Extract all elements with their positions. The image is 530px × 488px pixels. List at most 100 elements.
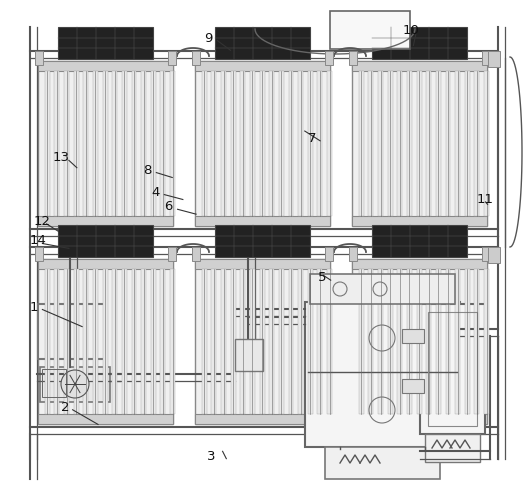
Bar <box>488 52 500 68</box>
Bar <box>195 260 330 269</box>
Bar <box>482 247 490 262</box>
Bar <box>38 62 173 226</box>
Bar <box>402 329 424 343</box>
Circle shape <box>61 370 89 398</box>
Bar <box>240 72 245 217</box>
Bar <box>482 52 490 66</box>
Bar <box>349 52 357 66</box>
Bar <box>131 269 137 414</box>
Bar <box>378 269 383 414</box>
Bar <box>387 72 393 217</box>
Bar <box>161 72 165 217</box>
Bar <box>170 269 175 414</box>
Bar <box>151 269 156 414</box>
Bar <box>325 247 333 262</box>
Bar <box>112 72 117 217</box>
Bar <box>352 260 487 269</box>
Text: 5: 5 <box>318 271 326 284</box>
Bar <box>112 269 117 414</box>
Bar <box>398 72 402 217</box>
Bar <box>231 72 236 217</box>
Bar <box>221 269 226 414</box>
Bar <box>122 269 127 414</box>
Bar <box>436 72 441 217</box>
Bar <box>170 72 175 217</box>
Bar <box>235 339 263 371</box>
Bar <box>352 414 487 424</box>
Bar <box>368 72 373 217</box>
Bar <box>474 72 480 217</box>
Bar <box>308 269 313 414</box>
Bar <box>279 269 284 414</box>
Bar <box>426 269 431 414</box>
Bar <box>402 379 424 393</box>
Bar <box>330 12 410 50</box>
Bar <box>455 72 460 217</box>
Bar <box>131 72 137 217</box>
Bar <box>38 62 173 72</box>
Bar <box>55 269 59 414</box>
Bar <box>161 269 165 414</box>
Bar <box>325 52 333 66</box>
Bar <box>327 72 332 217</box>
Bar <box>446 72 450 217</box>
Bar <box>417 72 421 217</box>
Bar <box>349 247 357 262</box>
Bar <box>231 269 236 414</box>
Bar <box>425 434 480 462</box>
Bar <box>317 72 322 217</box>
Bar <box>40 367 110 402</box>
Bar <box>215 28 310 60</box>
Text: 13: 13 <box>53 151 70 164</box>
Bar <box>74 269 78 414</box>
Bar <box>250 72 255 217</box>
Bar <box>38 305 106 359</box>
Text: 9: 9 <box>204 32 213 44</box>
Bar <box>141 72 146 217</box>
Bar <box>202 72 207 217</box>
Bar <box>211 269 216 414</box>
Bar <box>378 72 383 217</box>
Bar <box>168 52 176 66</box>
Text: 2: 2 <box>61 400 69 413</box>
Bar <box>428 312 477 426</box>
Bar <box>269 72 274 217</box>
Text: 11: 11 <box>477 193 494 205</box>
Bar <box>269 269 274 414</box>
Bar <box>215 225 310 258</box>
Bar <box>407 72 412 217</box>
Bar <box>387 269 393 414</box>
Bar <box>93 269 98 414</box>
Bar <box>484 269 489 414</box>
Bar <box>250 269 255 414</box>
Bar <box>74 72 78 217</box>
Bar <box>465 72 470 217</box>
Bar <box>398 269 402 414</box>
Text: 7: 7 <box>307 132 316 144</box>
Bar <box>195 260 330 424</box>
Bar <box>288 269 294 414</box>
Bar <box>420 305 485 434</box>
Text: 4: 4 <box>151 185 160 198</box>
Bar <box>35 247 43 262</box>
Bar <box>195 62 330 72</box>
Bar <box>55 72 59 217</box>
Bar <box>35 52 43 66</box>
Bar <box>359 269 364 414</box>
Text: 1: 1 <box>29 300 38 313</box>
Bar <box>352 260 487 424</box>
Bar <box>488 247 500 264</box>
Bar <box>64 269 69 414</box>
Bar <box>195 62 330 226</box>
Text: 12: 12 <box>33 215 50 227</box>
Text: 3: 3 <box>207 449 215 462</box>
Bar <box>368 269 373 414</box>
Bar <box>38 217 173 226</box>
Bar <box>42 369 66 397</box>
Bar <box>352 62 487 226</box>
Bar <box>93 72 98 217</box>
Bar <box>407 269 412 414</box>
Bar <box>288 72 294 217</box>
Bar <box>372 28 467 60</box>
Bar <box>240 269 245 414</box>
